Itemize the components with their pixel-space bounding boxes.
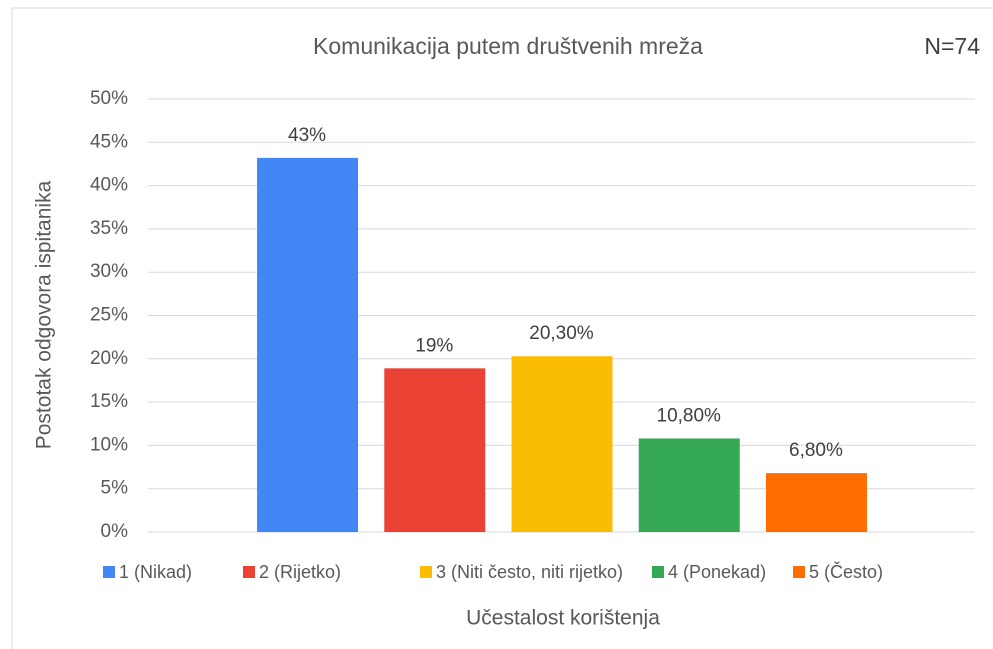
data-label: 6,80% <box>789 440 843 461</box>
chart-title: Komunikacija putem društvenih mreža <box>313 33 703 59</box>
bar <box>384 368 486 532</box>
bar <box>511 356 613 532</box>
chart-border <box>11 7 993 649</box>
y-tick-label: 10% <box>90 434 128 455</box>
legend-swatch <box>243 566 255 578</box>
x-axis-label: Učestalost korištenja <box>466 607 660 630</box>
y-tick-label: 5% <box>101 478 129 499</box>
bar <box>765 473 867 532</box>
annotation: N=74 <box>924 33 980 59</box>
data-label: 19% <box>415 335 453 356</box>
y-tick-label: 0% <box>101 521 129 542</box>
legend-label: 5 (Često) <box>809 561 883 582</box>
y-tick-label: 45% <box>90 131 128 152</box>
y-tick-label: 50% <box>90 88 128 109</box>
data-label: 20,30% <box>529 323 594 344</box>
y-tick-label: 20% <box>90 348 128 369</box>
y-tick-label: 30% <box>90 261 128 282</box>
data-label: 43% <box>288 125 326 146</box>
legend-swatch <box>420 566 432 578</box>
legend-label: 3 (Niti često, niti rijetko) <box>436 562 623 582</box>
legend-swatch <box>793 566 805 578</box>
legend-swatch <box>103 566 115 578</box>
data-label: 10,80% <box>657 405 722 426</box>
y-tick-label: 40% <box>90 175 128 196</box>
legend-label: 2 (Rijetko) <box>259 562 341 582</box>
bar <box>257 157 359 532</box>
legend-label: 1 (Nikad) <box>119 562 192 582</box>
legend-label: 4 (Ponekad) <box>668 562 766 582</box>
y-tick-label: 35% <box>90 218 128 239</box>
y-axis-label: Postotak odgovora ispitanika <box>33 180 56 449</box>
legend-swatch <box>652 566 664 578</box>
y-tick-label: 15% <box>90 391 128 412</box>
y-tick-label: 25% <box>90 305 128 326</box>
bar <box>638 438 740 532</box>
